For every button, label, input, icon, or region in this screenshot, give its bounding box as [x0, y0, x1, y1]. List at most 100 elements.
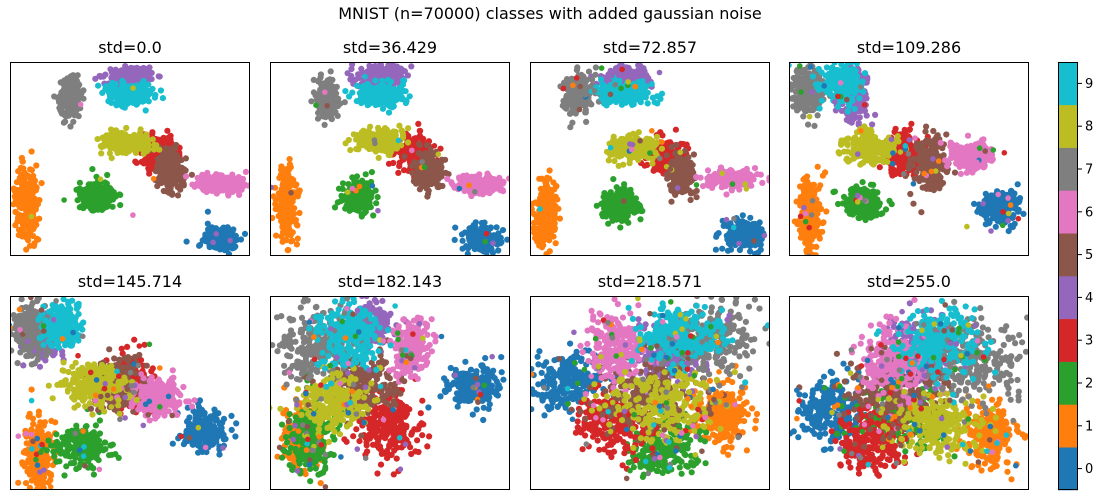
- point: [504, 236, 510, 243]
- point: [132, 158, 139, 165]
- point: [546, 167, 553, 174]
- point: [61, 97, 68, 104]
- point: [448, 179, 455, 186]
- point: [146, 170, 153, 177]
- point: [398, 127, 405, 134]
- point: [144, 156, 151, 163]
- point: [70, 118, 77, 125]
- point: [206, 173, 213, 180]
- scatter-panel: std=72.857: [530, 38, 770, 256]
- point: [310, 89, 317, 96]
- point: [321, 121, 328, 128]
- point: [431, 162, 438, 169]
- point: [404, 139, 412, 146]
- point: [382, 134, 390, 141]
- point: [478, 219, 485, 227]
- point: [151, 94, 158, 101]
- point: [485, 235, 492, 242]
- point: [28, 219, 36, 226]
- point: [106, 150, 113, 157]
- point: [374, 194, 381, 201]
- cluster-class-0: [183, 208, 249, 256]
- point: [388, 68, 395, 75]
- point: [182, 155, 189, 162]
- point: [174, 183, 181, 191]
- point: [94, 136, 101, 143]
- panel-frame: [270, 62, 510, 256]
- point: [119, 95, 126, 102]
- point: [83, 202, 90, 209]
- point: [379, 72, 385, 79]
- point: [102, 83, 109, 90]
- point: [484, 170, 491, 177]
- point: [416, 186, 423, 193]
- point: [350, 131, 357, 138]
- point: [150, 175, 157, 182]
- point: [125, 75, 132, 82]
- point: [11, 187, 18, 194]
- point: [97, 73, 104, 80]
- point: [346, 93, 353, 100]
- point: [288, 190, 294, 196]
- point: [108, 69, 115, 76]
- point: [290, 176, 297, 183]
- point: [349, 185, 356, 192]
- point: [222, 241, 229, 248]
- point: [229, 188, 236, 195]
- point: [282, 223, 289, 230]
- point: [227, 237, 233, 244]
- point: [354, 82, 361, 89]
- point: [164, 175, 171, 182]
- point: [435, 151, 442, 158]
- point: [239, 175, 247, 183]
- point: [499, 186, 506, 194]
- point: [28, 148, 35, 155]
- point: [367, 123, 374, 130]
- point: [363, 194, 370, 201]
- point: [461, 187, 468, 195]
- point: [739, 212, 746, 219]
- panel-frame: [10, 62, 250, 256]
- point: [182, 173, 190, 180]
- point: [483, 230, 490, 237]
- point: [344, 189, 351, 195]
- point: [134, 69, 141, 76]
- point: [275, 206, 282, 213]
- point: [359, 92, 366, 99]
- point: [270, 184, 274, 191]
- point: [473, 182, 480, 189]
- point: [61, 77, 68, 84]
- point: [67, 123, 74, 130]
- point: [385, 160, 393, 167]
- point: [283, 185, 290, 192]
- point: [386, 87, 393, 94]
- point: [159, 95, 166, 102]
- point: [215, 185, 222, 192]
- point: [92, 202, 99, 209]
- point: [196, 241, 204, 249]
- point: [415, 120, 422, 127]
- point: [61, 197, 67, 203]
- point: [24, 184, 31, 191]
- point: [225, 181, 233, 188]
- point: [339, 180, 347, 187]
- panel-title: std=72.857: [603, 38, 697, 57]
- point: [294, 235, 301, 242]
- point: [142, 107, 149, 114]
- point: [199, 171, 206, 178]
- point: [135, 138, 142, 145]
- cluster-class-2: [73, 166, 124, 214]
- point: [379, 77, 386, 84]
- point: [115, 140, 122, 147]
- point: [167, 146, 174, 153]
- point: [377, 97, 384, 104]
- point: [409, 147, 415, 154]
- point: [165, 185, 172, 192]
- point: [76, 179, 83, 186]
- point: [310, 76, 317, 83]
- point: [165, 161, 172, 168]
- point: [142, 86, 149, 94]
- point: [171, 165, 178, 172]
- point: [104, 132, 111, 139]
- point: [281, 217, 288, 224]
